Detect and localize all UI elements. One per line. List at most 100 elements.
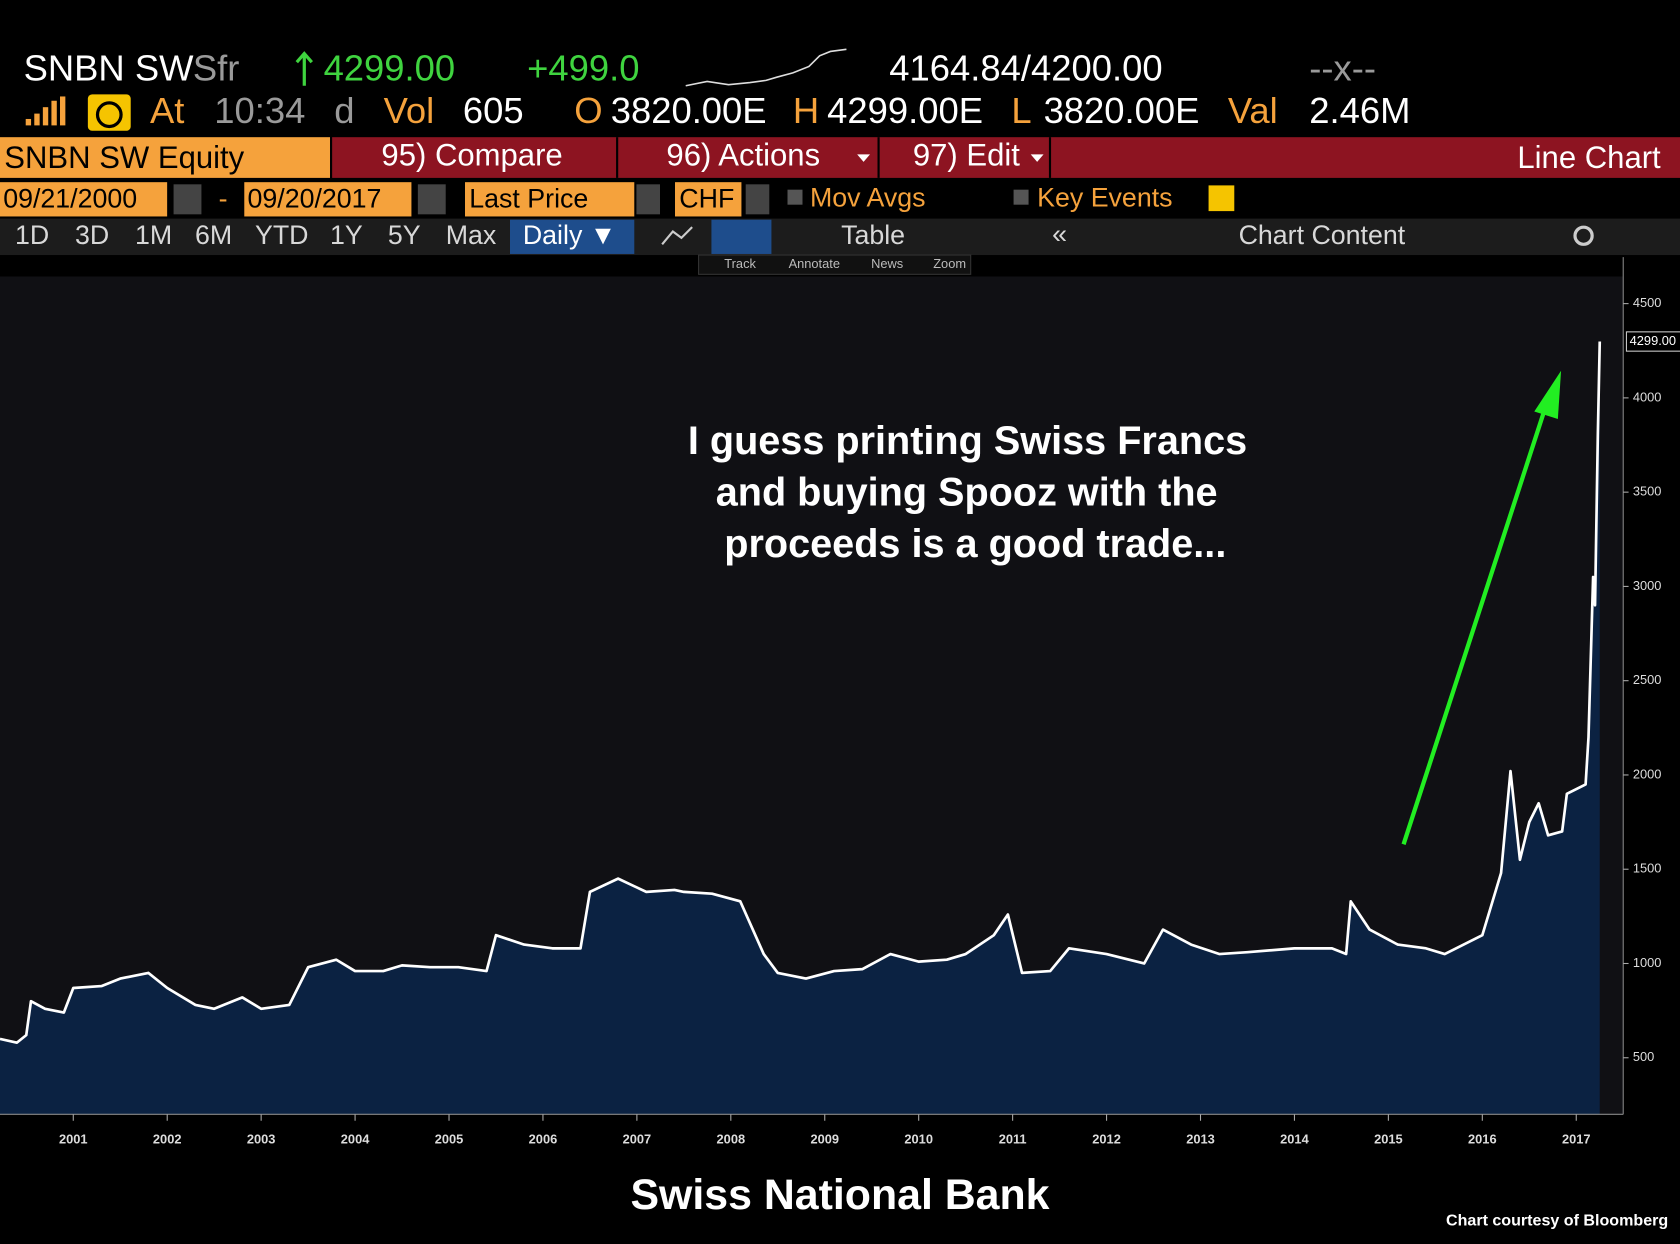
period-button[interactable]: 1M xyxy=(135,220,172,250)
last-price: 4299.00 xyxy=(324,47,456,88)
y-tick-label: 2500 xyxy=(1633,672,1662,687)
annotation-line: and buying Spooz with the xyxy=(716,471,1218,515)
annotation-arrowhead xyxy=(1534,370,1562,419)
date-sep: - xyxy=(219,183,228,213)
y-tick-label: 500 xyxy=(1633,1049,1654,1064)
y-tick-label: 3500 xyxy=(1633,484,1662,499)
up-arrow xyxy=(295,51,313,86)
checkbox[interactable] xyxy=(787,189,803,205)
end-date-box[interactable] xyxy=(244,182,412,217)
x-tick-label: 2008 xyxy=(717,1131,746,1146)
at-label: At xyxy=(150,90,184,131)
x-tick-label: 2001 xyxy=(59,1131,88,1146)
menu-bar xyxy=(332,137,1680,178)
calendar-icon[interactable] xyxy=(417,184,446,215)
x-tick-label: 2006 xyxy=(529,1131,558,1146)
val: 2.46M xyxy=(1309,90,1410,131)
currency-box[interactable] xyxy=(675,182,742,217)
change: +499.0 xyxy=(527,47,639,88)
period-button[interactable]: 1D xyxy=(15,220,49,250)
x-tick-label: 2004 xyxy=(341,1131,370,1146)
last-price-tag xyxy=(1625,331,1680,352)
open-label: O xyxy=(574,90,602,131)
info-icon[interactable] xyxy=(1208,185,1235,212)
tool-track[interactable]: Track xyxy=(724,256,756,271)
currency-short: Sfr xyxy=(193,47,240,88)
tool-strip xyxy=(698,254,972,275)
compare-button[interactable]: 95) Compare xyxy=(381,138,562,173)
x-tick-label: 2011 xyxy=(999,1131,1027,1146)
dash: --x-- xyxy=(1309,47,1376,88)
y-tick-label: 2000 xyxy=(1633,766,1662,781)
calendar-icon[interactable] xyxy=(173,184,202,215)
edit-button[interactable]: 97) Edit xyxy=(913,138,1020,173)
start-date[interactable]: 09/21/2000 xyxy=(3,183,137,213)
currency[interactable]: CHF xyxy=(679,183,734,213)
high-label: H xyxy=(793,90,819,131)
dropdown[interactable] xyxy=(636,184,660,215)
period-button[interactable]: 6M xyxy=(195,220,232,250)
mov-avgs[interactable]: Mov Avgs xyxy=(810,182,926,212)
low: 3820.00E xyxy=(1044,90,1200,131)
x-tick-label: 2007 xyxy=(623,1131,652,1146)
settings-icon[interactable] xyxy=(1573,225,1594,246)
area xyxy=(0,341,1600,1115)
y-tick-label: 4000 xyxy=(1633,389,1662,404)
tool-news[interactable]: News xyxy=(871,256,903,271)
x-tick-label: 2014 xyxy=(1280,1131,1309,1146)
x-tick-label: 2009 xyxy=(810,1131,839,1146)
field-box[interactable] xyxy=(465,182,635,217)
x-tick-label: 2012 xyxy=(1092,1131,1121,1146)
line-icon[interactable] xyxy=(661,226,693,246)
tool-zoom[interactable]: Zoom xyxy=(933,256,966,271)
chart-title: Swiss National Bank xyxy=(630,1171,1049,1219)
x-tick-label: 2002 xyxy=(153,1131,182,1146)
period-button[interactable]: Max xyxy=(446,220,497,250)
chart: 500 1000 1500 2000 2500 3000 3500 4000 4500 2001 2… xyxy=(0,257,1680,1146)
key-events[interactable]: Key Events xyxy=(1037,182,1172,212)
x-tick-label: 2010 xyxy=(904,1131,933,1146)
start-date-box[interactable] xyxy=(0,182,168,217)
dropdown[interactable] xyxy=(745,184,770,215)
vol: 605 xyxy=(463,90,524,131)
period-button[interactable]: 5Y xyxy=(388,220,421,250)
x-tick-label: 2016 xyxy=(1468,1131,1497,1146)
security[interactable]: SNBN SW Equity xyxy=(4,140,244,175)
x-tick-label: 2003 xyxy=(247,1131,276,1146)
period-button[interactable]: 3D xyxy=(75,220,109,250)
security-box[interactable] xyxy=(0,137,330,178)
toolbar xyxy=(0,218,1680,256)
delay-flag: d xyxy=(334,90,354,131)
actions-button[interactable]: 96) Actions xyxy=(666,138,820,173)
annotation-line: proceeds is a good trade... xyxy=(724,522,1226,566)
vol-label: Vol xyxy=(384,90,435,131)
low-label: L xyxy=(1011,90,1031,131)
chart-content-button[interactable]: Chart Content xyxy=(1239,220,1406,250)
dropdown-caret xyxy=(857,154,870,162)
y-tick-label: 1000 xyxy=(1633,955,1662,970)
high: 4299.00E xyxy=(827,90,983,131)
checkbox[interactable] xyxy=(1013,189,1029,205)
tool-annotate[interactable]: Annotate xyxy=(789,256,840,271)
tool-button[interactable] xyxy=(711,219,772,254)
x-tick-label: 2015 xyxy=(1374,1131,1403,1146)
collapse-icon[interactable]: « xyxy=(1052,219,1067,249)
sparkline xyxy=(685,48,847,87)
open: 3820.00E xyxy=(611,90,767,131)
period-button[interactable]: YTD xyxy=(255,220,309,250)
period-button[interactable]: 1Y xyxy=(330,220,363,250)
annotation-arrow xyxy=(1401,397,1551,845)
credit: Chart courtesy of Bloomberg xyxy=(1446,1212,1668,1230)
annotation-line: I guess printing Swiss Francs xyxy=(688,419,1247,463)
y-tick-label: 1500 xyxy=(1633,861,1662,876)
table-button[interactable]: Table xyxy=(841,220,905,250)
val-label: Val xyxy=(1228,90,1278,131)
end-date[interactable]: 09/20/2017 xyxy=(247,183,381,213)
field[interactable]: Last Price xyxy=(469,183,588,213)
y-tick-label: 3000 xyxy=(1633,578,1662,593)
bid-ask: 4164.84/4200.00 xyxy=(889,47,1162,88)
frequency[interactable]: Daily ▼ xyxy=(523,220,616,250)
y-tick-label: 4500 xyxy=(1633,295,1662,310)
frequency-box[interactable] xyxy=(510,219,635,254)
